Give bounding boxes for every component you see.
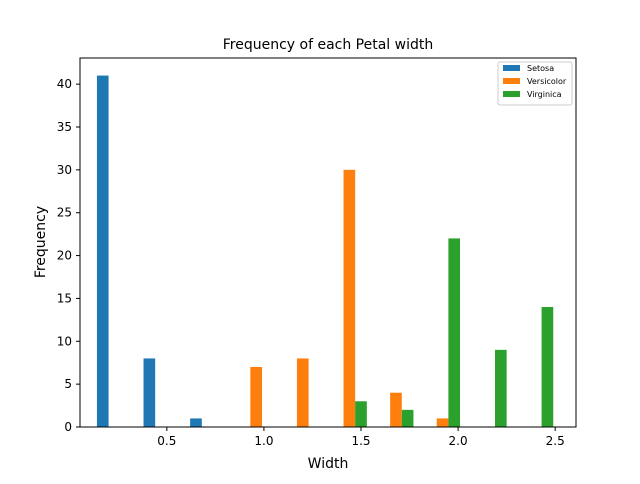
x-tick-label: 1.5 [351, 434, 370, 448]
bars-group [96, 75, 554, 428]
y-tick-label: 20 [57, 249, 72, 263]
y-tick-label: 30 [57, 163, 72, 177]
bar-setosa-0 [96, 75, 109, 428]
x-ticks: 0.5 1.0 1.5 2.0 2.5 [157, 427, 565, 448]
legend-label-versicolor: Versicolor [527, 77, 567, 86]
bar-versicolor-3 [390, 392, 402, 427]
y-ticks: 0 5 10 15 20 25 30 35 40 [57, 77, 80, 434]
x-tick-label: 2.5 [546, 434, 565, 448]
legend-label-virginica: Virginica [527, 90, 562, 99]
legend-swatch-virginica [503, 91, 520, 97]
axes-frame [79, 57, 577, 428]
bar-virginica-4 [541, 307, 554, 427]
legend-swatch-versicolor [503, 78, 520, 84]
x-tick-label: 2.0 [449, 434, 468, 448]
bar-virginica-3 [494, 349, 507, 427]
y-tick-label: 40 [57, 77, 72, 91]
legend-swatch-setosa [503, 65, 520, 71]
y-tick-label: 15 [57, 291, 72, 305]
x-tick-label: 0.5 [157, 434, 176, 448]
y-tick-label: 10 [57, 334, 72, 348]
legend: Setosa Versicolor Virginica [497, 61, 573, 106]
x-axis-label: Width [308, 456, 349, 472]
bar-virginica-2 [448, 238, 461, 427]
chart-title: Frequency of each Petal width [223, 37, 434, 53]
y-axis-label: Frequency [33, 206, 49, 278]
bar-versicolor-0 [250, 367, 262, 427]
y-tick-label: 0 [64, 420, 72, 434]
bar-versicolor-1 [296, 358, 309, 427]
y-tick-label: 5 [64, 377, 72, 391]
x-tick-label: 1.0 [254, 434, 273, 448]
bar-virginica-0 [355, 401, 367, 427]
bar-setosa-1 [143, 358, 156, 427]
bar-versicolor-2 [343, 169, 356, 427]
bar-setosa-2 [190, 418, 202, 427]
y-tick-label: 35 [57, 120, 72, 134]
legend-label-setosa: Setosa [527, 64, 554, 73]
y-tick-label: 25 [57, 206, 72, 220]
bar-virginica-1 [401, 409, 414, 427]
bar-versicolor-4 [436, 418, 449, 427]
